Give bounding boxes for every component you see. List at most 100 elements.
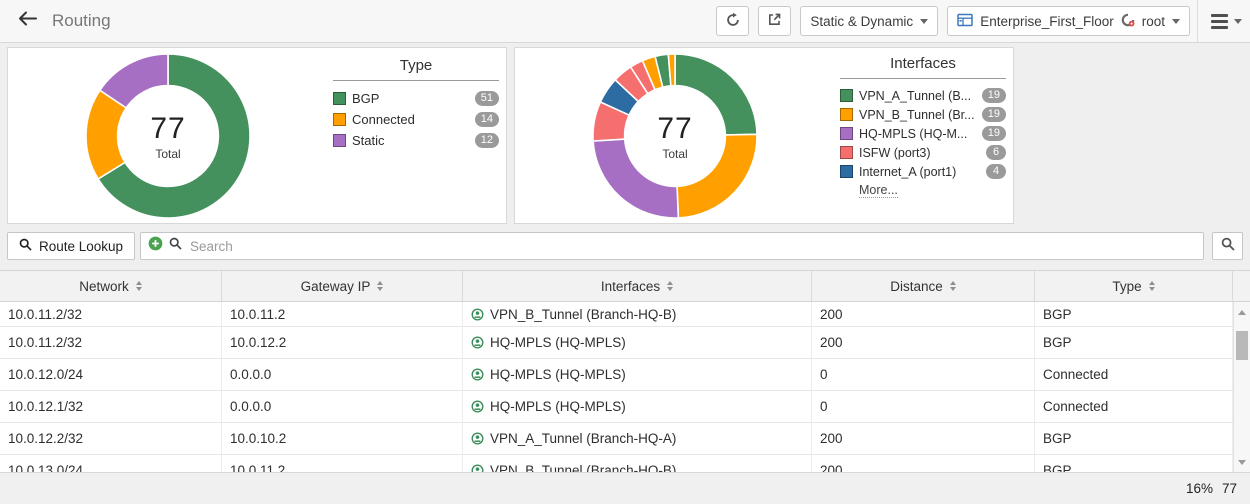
table-row[interactable]: 10.0.12.2/32 10.0.10.2 VPN_A_Tunnel (Branc… (0, 423, 1233, 455)
scrollbar-thumb[interactable] (1236, 331, 1248, 360)
donut-segment[interactable] (667, 53, 676, 87)
cell-type: BGP (1035, 423, 1233, 454)
table-row[interactable]: 10.0.11.2/32 10.0.11.2 VPN_B_Tunnel (Branc… (0, 302, 1233, 327)
sort-icon (135, 281, 142, 291)
main-menu-button[interactable] (1211, 6, 1242, 36)
interface-label: HQ-MPLS (HQ-MPLS) (490, 335, 626, 350)
legend-count-badge: 19 (981, 88, 1006, 103)
donut-segment[interactable] (674, 53, 758, 136)
cell-distance: 200 (812, 327, 1035, 358)
legend-item[interactable]: VPN_A_Tunnel (B... 19 (840, 86, 1006, 105)
tunnel-interface-icon (471, 368, 484, 381)
open-in-new-icon (767, 12, 782, 30)
column-label: Network (79, 278, 129, 294)
scroll-up-button[interactable] (1234, 304, 1250, 320)
interfaces-donut-svg (592, 53, 758, 219)
vertical-scrollbar[interactable] (1233, 302, 1250, 472)
cell-distance: 0 (812, 391, 1035, 422)
chevron-up-icon (1238, 309, 1246, 315)
route-view-label: Static & Dynamic (810, 13, 914, 29)
tunnel-interface-icon (471, 308, 484, 321)
page-title: Routing (52, 11, 111, 30)
table-row[interactable]: 10.0.12.0/24 0.0.0.0 HQ-MPLS (HQ-MPLS) 0 Con… (0, 359, 1233, 391)
column-header-type[interactable]: Type (1035, 271, 1233, 301)
legend-item[interactable]: Internet_A (port1) 4 (840, 162, 1006, 181)
table-row[interactable]: 10.0.11.2/32 10.0.12.2 HQ-MPLS (HQ-MPLS) 20… (0, 327, 1233, 359)
legend-item[interactable]: Connected 14 (333, 109, 499, 130)
legend-swatch (840, 89, 853, 102)
column-label: Interfaces (600, 278, 661, 294)
tunnel-interface-icon (471, 432, 484, 445)
device-name-label: Enterprise_First_Floor (980, 13, 1114, 29)
cell-network: 10.0.11.2/32 (0, 327, 222, 358)
interface-label: VPN_A_Tunnel (Branch-HQ-A) (490, 431, 677, 446)
back-arrow-icon (18, 11, 37, 31)
legend-label: Connected (352, 112, 415, 127)
legend-swatch (840, 108, 853, 121)
legend-count-badge: 14 (474, 112, 499, 127)
legend-title: Type (333, 57, 499, 81)
device-icon (957, 13, 973, 30)
search-input[interactable] (188, 237, 1196, 255)
type-donut-svg (85, 53, 251, 219)
legend-count-badge: 51 (474, 91, 499, 106)
route-lookup-button[interactable]: Route Lookup (7, 232, 136, 260)
legend-count-badge: 4 (986, 164, 1006, 179)
refresh-button[interactable] (716, 6, 750, 36)
add-filter-icon[interactable] (148, 236, 163, 256)
interface-label: VPN_B_Tunnel (Branch-HQ-B) (490, 463, 677, 472)
donut-segment[interactable] (676, 133, 758, 219)
interfaces-legend: Interfaces VPN_A_Tunnel (B... 19 VPN_B_Tun… (840, 55, 1006, 199)
search-submit-button[interactable] (1212, 232, 1243, 260)
interfaces-donut-chart[interactable]: 77 Total (591, 52, 759, 220)
legend-label: BGP (352, 91, 380, 106)
legend-swatch (333, 134, 346, 147)
table-body: 10.0.11.2/32 10.0.11.2 VPN_B_Tunnel (Branc… (0, 302, 1233, 472)
sort-icon (377, 281, 384, 291)
type-donut-chart[interactable]: 77 Total (84, 52, 252, 220)
cell-gateway-ip: 10.0.10.2 (222, 423, 463, 454)
donut-segment[interactable] (592, 138, 680, 219)
table-header: Network Gateway IP Interfaces Distance Type (0, 270, 1250, 302)
legend-item[interactable]: Static 12 (333, 130, 499, 151)
column-header-interfaces[interactable]: Interfaces (463, 271, 812, 301)
column-label: Distance (890, 278, 943, 294)
cell-interfaces: HQ-MPLS (HQ-MPLS) (463, 359, 812, 390)
column-header-network[interactable]: Network (0, 271, 222, 301)
refresh-icon (725, 12, 741, 31)
search-filter-bar[interactable] (140, 232, 1204, 260)
vdom-icon (1121, 13, 1135, 30)
column-label: Type (1112, 278, 1142, 294)
legend-item[interactable]: BGP 51 (333, 88, 499, 109)
cell-interfaces: VPN_B_Tunnel (Branch-HQ-B) (463, 455, 812, 472)
legend-label: VPN_A_Tunnel (B... (859, 88, 972, 103)
chevron-down-icon (1172, 18, 1180, 24)
back-button[interactable] (18, 11, 37, 31)
route-view-dropdown[interactable]: Static & Dynamic (800, 6, 939, 36)
interface-label: VPN_B_Tunnel (Branch-HQ-B) (490, 306, 677, 322)
legend-label: Static (352, 133, 385, 148)
legend-item[interactable]: ISFW (port3) 6 (840, 143, 1006, 162)
tunnel-interface-icon (471, 464, 484, 472)
legend-more-link[interactable]: More... (859, 183, 898, 198)
route-lookup-label: Route Lookup (39, 238, 124, 254)
cell-type: Connected (1035, 359, 1233, 390)
legend-title: Interfaces (840, 55, 1006, 79)
scroll-down-button[interactable] (1234, 454, 1250, 470)
column-header-gateway-ip[interactable]: Gateway IP (222, 271, 463, 301)
table-row[interactable]: 10.0.12.1/32 0.0.0.0 HQ-MPLS (HQ-MPLS) 0 Con… (0, 391, 1233, 423)
legend-item[interactable]: HQ-MPLS (HQ-M... 19 (840, 124, 1006, 143)
legend-label: VPN_B_Tunnel (Br... (859, 107, 975, 122)
donut-segment[interactable] (97, 53, 251, 219)
open-in-new-window-button[interactable] (758, 6, 792, 36)
donut-segment[interactable] (98, 53, 169, 109)
legend-swatch (840, 165, 853, 178)
cell-type: BGP (1035, 455, 1233, 472)
column-label: Gateway IP (300, 278, 371, 294)
legend-item[interactable]: VPN_B_Tunnel (Br... 19 (840, 105, 1006, 124)
device-vdom-dropdown[interactable]: Enterprise_First_Floor root (947, 6, 1190, 36)
table-row[interactable]: 10.0.13.0/24 10.0.11.2 VPN_B_Tunnel (Branc… (0, 455, 1233, 472)
column-header-distance[interactable]: Distance (812, 271, 1035, 301)
header-bar: Routing Static & Dynamic Ente (0, 0, 1250, 43)
